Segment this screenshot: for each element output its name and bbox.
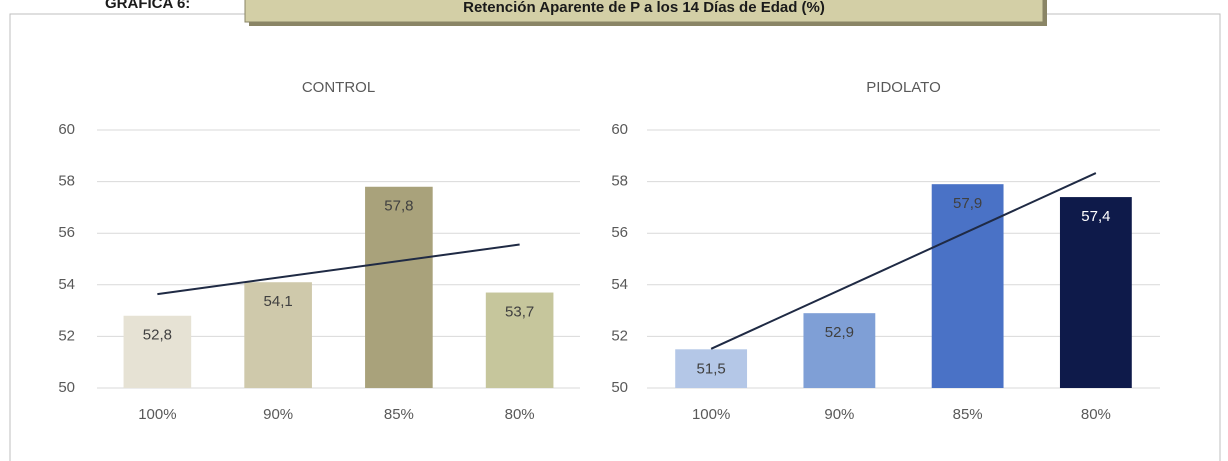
figure-label: GRAFICA 6: [105,0,190,12]
figure-title: Retención Aparente de P a los 14 Días de… [463,0,825,16]
x-tick-label: 80% [505,406,535,423]
data-label: 57,4 [1081,208,1110,225]
data-label: 51,5 [697,360,726,377]
data-label: 57,9 [953,195,982,212]
trendline [710,172,1097,350]
bar [931,184,1004,388]
x-tick-label: 85% [384,406,414,423]
y-tick-label: 56 [58,224,75,241]
bar [675,349,748,388]
title-box [244,0,1044,23]
bar [244,282,312,388]
data-label: 54,1 [264,293,293,310]
y-tick-label: 52 [611,327,628,344]
x-tick-label: 85% [953,406,983,423]
bar [123,315,192,388]
chart-title: CONTROL [302,79,375,96]
bar [485,292,554,388]
bar [365,186,433,388]
trendline [157,243,520,296]
y-tick-label: 58 [611,173,628,190]
x-tick-label: 90% [263,406,293,423]
y-tick-label: 54 [58,276,75,293]
data-label: 53,7 [505,304,534,321]
data-label: 52,8 [143,327,172,344]
y-tick-label: 50 [611,379,628,396]
y-tick-label: 60 [58,121,75,138]
x-tick-label: 100% [692,406,730,423]
chart-title: PIDOLATO [866,79,940,96]
x-tick-label: 80% [1081,406,1111,423]
data-label: 52,9 [825,324,854,341]
y-tick-label: 56 [611,224,628,241]
data-label: 57,8 [384,198,413,215]
x-tick-label: 100% [138,406,176,423]
y-tick-label: 50 [58,379,75,396]
bar [1059,197,1132,388]
y-tick-label: 54 [611,276,628,293]
y-tick-label: 60 [611,121,628,138]
y-tick-label: 52 [58,327,75,344]
y-tick-label: 58 [58,173,75,190]
x-tick-label: 90% [824,406,854,423]
bar [803,313,876,388]
